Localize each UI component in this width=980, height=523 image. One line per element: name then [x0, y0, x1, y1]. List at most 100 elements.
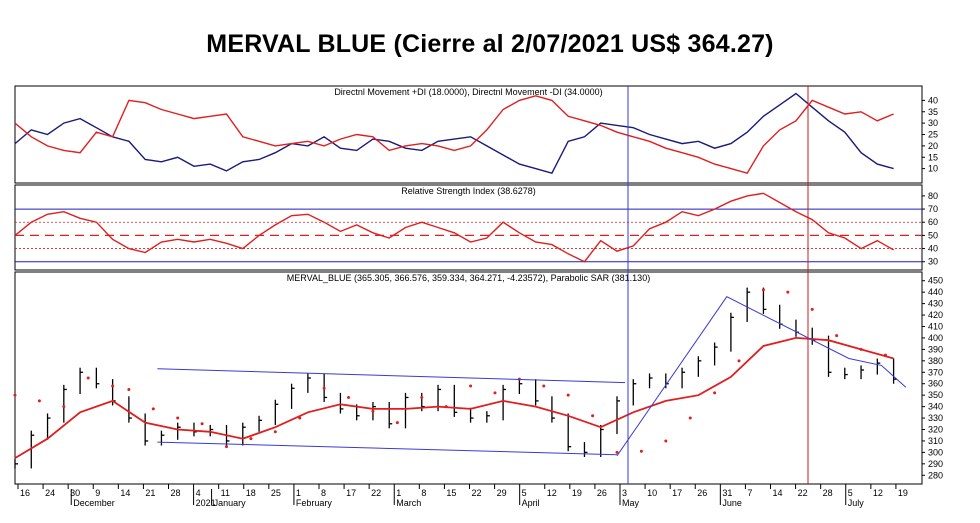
- x-tick-label: 4: [196, 488, 201, 498]
- x-tick-label: 11: [221, 488, 230, 498]
- sar-dot: [737, 359, 741, 363]
- sar-dot: [151, 407, 155, 411]
- page-title: MERVAL BLUE (Cierre al 2/07/2021 US$ 364…: [206, 30, 774, 58]
- sar-dot: [566, 393, 570, 397]
- x-tick-label: 28: [171, 488, 181, 498]
- x-tick-label: 17: [672, 488, 682, 498]
- sar-dot: [347, 395, 351, 399]
- y-tick-label: 330: [928, 413, 943, 423]
- y-tick-label: 350: [928, 390, 943, 400]
- sar-dot: [688, 416, 692, 420]
- sar-dot: [444, 405, 448, 409]
- dmi-pane: Directnl Movement +DI (18.0000), Directn…: [14, 85, 938, 184]
- y-tick-label: 30: [928, 118, 938, 128]
- price-pane: MERVAL_BLUE (365.305, 366.576, 359.334, …: [13, 271, 943, 485]
- x-tick-label: 12: [547, 488, 557, 498]
- x-tick-label: 25: [271, 488, 281, 498]
- sar-dot: [664, 439, 668, 443]
- sar-dot: [469, 384, 473, 388]
- x-tick-label: 7: [747, 488, 752, 498]
- y-tick-label: 360: [928, 379, 943, 389]
- pane-title: Relative Strength Index (38.6278): [401, 186, 536, 196]
- y-tick-label: 300: [928, 447, 943, 457]
- y-tick-label: 340: [928, 402, 943, 412]
- sar-dot: [225, 445, 229, 449]
- sar-dot: [127, 387, 131, 391]
- trendline-1: [157, 441, 618, 456]
- sar-dot: [249, 437, 253, 441]
- sar-dot: [13, 393, 17, 397]
- y-tick-label: 310: [928, 436, 943, 446]
- y-tick-label: 430: [928, 299, 943, 309]
- y-tick-label: 60: [928, 217, 938, 227]
- x-tick-label: 26: [697, 488, 707, 498]
- sar-dot: [371, 409, 375, 413]
- x-tick-label: 22: [371, 488, 381, 498]
- x-tick-label: 5: [522, 488, 527, 498]
- sar-dot: [859, 347, 863, 351]
- x-tick-label: 31: [722, 488, 732, 498]
- y-tick-label: 440: [928, 287, 943, 297]
- y-tick-label: 80: [928, 191, 938, 201]
- x-month-label: June: [722, 498, 742, 508]
- y-tick-label: 370: [928, 367, 943, 377]
- sar-dot: [111, 384, 115, 388]
- y-tick-label: 30: [928, 257, 938, 267]
- sar-dot: [615, 450, 619, 454]
- y-tick-label: 410: [928, 322, 943, 332]
- sar-dot: [395, 421, 399, 425]
- sar-dot: [810, 307, 814, 311]
- sar-dot: [883, 353, 887, 357]
- x-tick-label: 14: [120, 488, 130, 498]
- y-tick-label: 390: [928, 344, 943, 354]
- x-month-label: July: [848, 498, 865, 508]
- sar-dot: [786, 290, 790, 294]
- y-tick-label: 40: [928, 95, 938, 105]
- sar-dot: [493, 391, 497, 395]
- y-tick-label: 70: [928, 204, 938, 214]
- x-tick-label: 1: [396, 488, 401, 498]
- x-tick-label: 3: [622, 488, 627, 498]
- sar-dot: [639, 449, 643, 453]
- x-tick-label: 10: [647, 488, 657, 498]
- x-tick-label: 24: [45, 488, 55, 498]
- sar-dot: [273, 430, 277, 434]
- x-tick-label: 1: [296, 488, 301, 498]
- x-month-label: May: [622, 498, 640, 508]
- x-month-label: January: [214, 498, 247, 508]
- vertical-markers: [627, 86, 809, 484]
- sar-dot: [86, 376, 90, 380]
- pane-title: Directnl Movement +DI (18.0000), Directn…: [334, 87, 602, 97]
- y-tick-label: 450: [928, 276, 943, 286]
- sar-dot: [591, 414, 595, 418]
- trendline-0: [157, 368, 626, 384]
- y-tick-label: 20: [928, 141, 938, 151]
- sar-dot: [420, 395, 424, 399]
- sar-dot: [542, 384, 546, 388]
- sar-dot: [200, 422, 204, 426]
- x-tick-label: 22: [472, 488, 482, 498]
- x-tick-label: 21: [145, 488, 155, 498]
- x-month-label: March: [396, 498, 421, 508]
- y-tick-label: 280: [928, 470, 943, 480]
- pane-title: MERVAL_BLUE (365.305, 366.576, 359.334, …: [287, 273, 650, 283]
- sar-dot: [761, 288, 765, 292]
- y-tick-label: 50: [928, 230, 938, 240]
- x-tick-label: 14: [773, 488, 783, 498]
- pane-frame: [14, 184, 923, 271]
- x-tick-label: 18: [246, 488, 256, 498]
- sar-dot: [62, 405, 66, 409]
- rsi-line: [14, 192, 894, 263]
- trendline-2: [616, 296, 907, 457]
- x-axis: 16 24 30 9 14 21 28 4 11 18 25 1 8 17 22 1 8 15 22 29 5 12 19 2…: [17, 484, 908, 508]
- x-month-label: February: [296, 498, 333, 508]
- y-tick-label: 15: [928, 152, 938, 162]
- x-tick-label: 17: [346, 488, 356, 498]
- pane-frame: [14, 271, 923, 485]
- y-tick-label: 400: [928, 333, 943, 343]
- x-tick-label: 5: [848, 488, 853, 498]
- y-tick-label: 10: [928, 164, 938, 174]
- x-month-label: April: [522, 498, 540, 508]
- x-tick-label: 12: [873, 488, 883, 498]
- y-tick-label: 290: [928, 459, 943, 469]
